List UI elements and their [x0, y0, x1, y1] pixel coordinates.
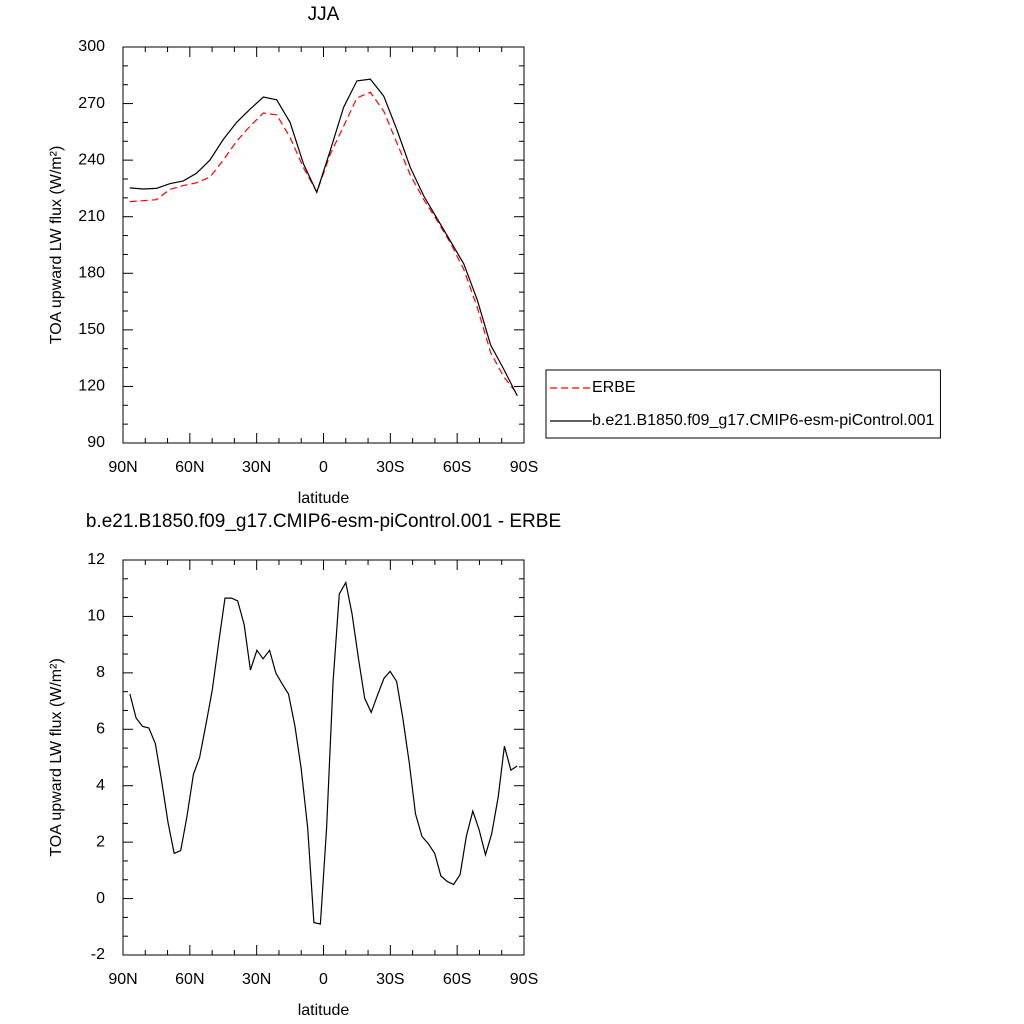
y-tick-label: 2 [96, 833, 105, 850]
y-tick-label: 300 [78, 38, 105, 55]
y-axis-label: TOA upward LW flux (W/m²) [48, 658, 65, 857]
x-tick-label: 60N [175, 971, 204, 988]
legend: ERBE b.e21.B1850.f09_g17.CMIP6-esm-piCont… [545, 369, 941, 439]
y-tick-label: 270 [78, 95, 105, 112]
y-tick-label: 90 [87, 434, 105, 451]
y-tick-label: 120 [78, 378, 105, 395]
series-line [129, 91, 518, 395]
x-tick-label: 60S [443, 971, 471, 988]
legend-label: b.e21.B1850.f09_g17.CMIP6-esm-piControl.… [592, 412, 935, 429]
x-tick-label: 90N [108, 971, 137, 988]
x-tick-label: 30S [376, 971, 404, 988]
y-tick-label: 210 [78, 208, 105, 225]
y-tick-label: 8 [96, 664, 105, 681]
x-tick-label: 30N [242, 971, 271, 988]
x-tick-label: 0 [319, 459, 328, 476]
x-tick-label: 60N [175, 459, 204, 476]
plot-frame [122, 559, 525, 956]
y-axis-label: TOA upward LW flux (W/m²) [48, 146, 65, 345]
legend-label: ERBE [592, 379, 636, 396]
chart-title: JJA [308, 4, 340, 25]
y-tick-label: 12 [87, 551, 105, 568]
x-tick-label: 60S [443, 459, 471, 476]
x-tick-label: 0 [319, 971, 328, 988]
x-tick-label: 90S [510, 459, 538, 476]
y-tick-label: 6 [96, 721, 105, 738]
y-tick-label: -2 [91, 946, 105, 963]
y-tick-label: 0 [96, 890, 105, 907]
y-tick-label: 10 [87, 608, 105, 625]
y-tick-label: 150 [78, 321, 105, 338]
x-tick-label: 90N [108, 459, 137, 476]
x-tick-label: 30S [376, 459, 404, 476]
x-tick-label: 30N [242, 459, 271, 476]
y-tick-label: 4 [96, 777, 105, 794]
y-tick-label: 180 [78, 265, 105, 282]
y-tick-label: 240 [78, 151, 105, 168]
x-axis-label: latitude [298, 1002, 350, 1019]
plot-frame [122, 46, 525, 444]
chart-title: b.e21.B1850.f09_g17.CMIP6-esm-piControl.… [86, 511, 561, 532]
legend-box [545, 369, 941, 439]
series-line [129, 78, 518, 397]
series-line [129, 580, 518, 925]
x-axis-label: latitude [298, 490, 350, 507]
x-tick-label: 90S [510, 971, 538, 988]
